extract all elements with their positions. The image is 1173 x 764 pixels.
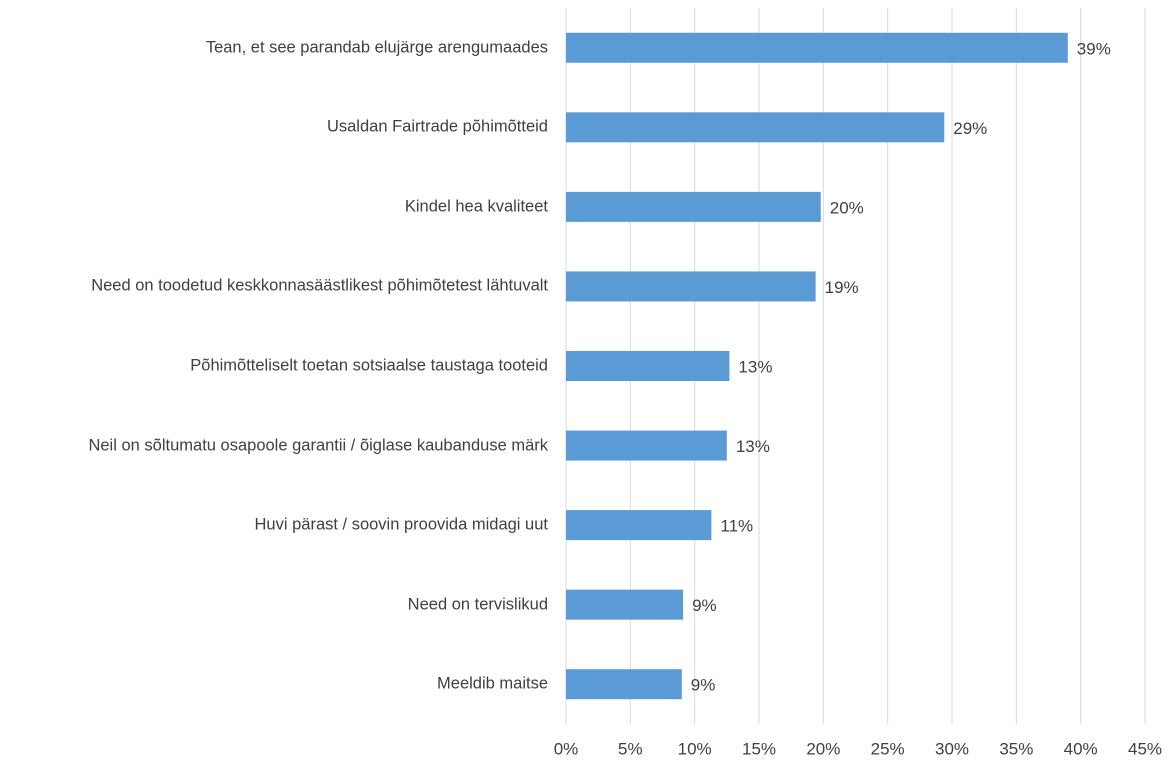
x-tick-label: 10% xyxy=(678,739,712,758)
bar xyxy=(566,112,945,143)
y-tick-label: Huvi pärast / soovin proovida midagi uut xyxy=(254,515,549,534)
y-tick-label: Need on toodetud keskkonnasäästlikest põ… xyxy=(91,276,548,295)
value-label: 39% xyxy=(1077,39,1111,58)
x-tick-label: 5% xyxy=(618,739,643,758)
x-tick-label: 35% xyxy=(999,739,1033,758)
bar xyxy=(566,351,730,381)
bar xyxy=(566,32,1068,63)
y-tick-label: Neil on sõltumatu osapoole garantii / õi… xyxy=(88,436,548,455)
bar xyxy=(566,430,727,461)
x-tick-label: 15% xyxy=(742,739,776,758)
value-label: 9% xyxy=(692,596,717,615)
value-label: 19% xyxy=(825,278,859,297)
value-label: 9% xyxy=(691,676,716,695)
x-tick-label: 40% xyxy=(1064,739,1098,758)
bar xyxy=(566,669,682,700)
value-label: 13% xyxy=(738,357,772,376)
bar xyxy=(566,510,712,541)
value-label: 13% xyxy=(736,437,770,456)
y-tick-label: Kindel hea kvaliteet xyxy=(404,197,548,216)
y-tick-label: Need on tervislikud xyxy=(407,595,548,614)
x-tick-label: 20% xyxy=(806,739,840,758)
value-label: 20% xyxy=(830,198,864,217)
x-tick-label: 45% xyxy=(1128,739,1162,758)
y-tick-label: Meeldib maitse xyxy=(437,674,548,693)
x-tick-label: 25% xyxy=(871,739,905,758)
bar xyxy=(566,271,816,302)
x-tick-label: 30% xyxy=(935,739,969,758)
bar xyxy=(566,589,684,620)
value-label: 29% xyxy=(953,119,987,138)
y-tick-label: Usaldan Fairtrade põhimõtteid xyxy=(326,117,548,136)
value-label: 11% xyxy=(720,517,753,536)
bar xyxy=(566,191,821,222)
y-tick-label: Tean, et see parandab elujärge arengumaa… xyxy=(205,38,548,57)
x-tick-label: 0% xyxy=(554,739,579,758)
y-tick-label: Põhimõtteliselt toetan sotsiaalse tausta… xyxy=(190,356,548,375)
